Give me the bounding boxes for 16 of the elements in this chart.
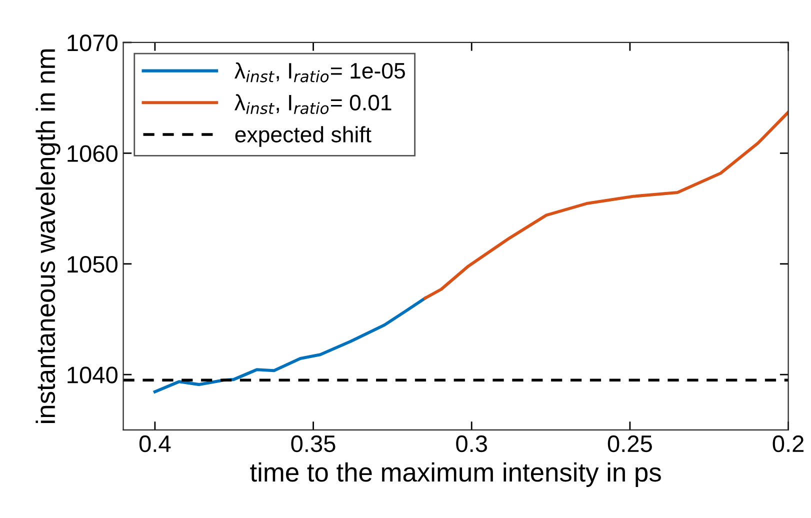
legend-label: λ$_{inst}$, I$_{ratio}$= 1e-05: [234, 62, 405, 82]
y-axis-title: instantaneous wavelength in nm: [36, 49, 60, 423]
y-tick-label: 1070: [68, 34, 118, 52]
y-tick-label: 1040: [68, 366, 118, 384]
x-tick-label: 0.35: [291, 435, 336, 452]
legend-label: λ$_{inst}$, I$_{ratio}$= 0.01: [234, 94, 392, 114]
x-tick-label: 0.25: [608, 435, 652, 452]
x-tick-label: 0.4: [139, 435, 171, 452]
x-axis-title: time to the maximum intensity in ps: [250, 462, 661, 487]
line-series: [424, 110, 788, 300]
y-tick-label: 1060: [68, 145, 118, 162]
legend-label: expected shift: [235, 126, 372, 147]
x-tick-label: 0.3: [456, 435, 487, 452]
y-tick-label: 1050: [68, 256, 118, 273]
line-series: [153, 296, 427, 394]
x-tick-label: 0.2: [772, 435, 804, 452]
